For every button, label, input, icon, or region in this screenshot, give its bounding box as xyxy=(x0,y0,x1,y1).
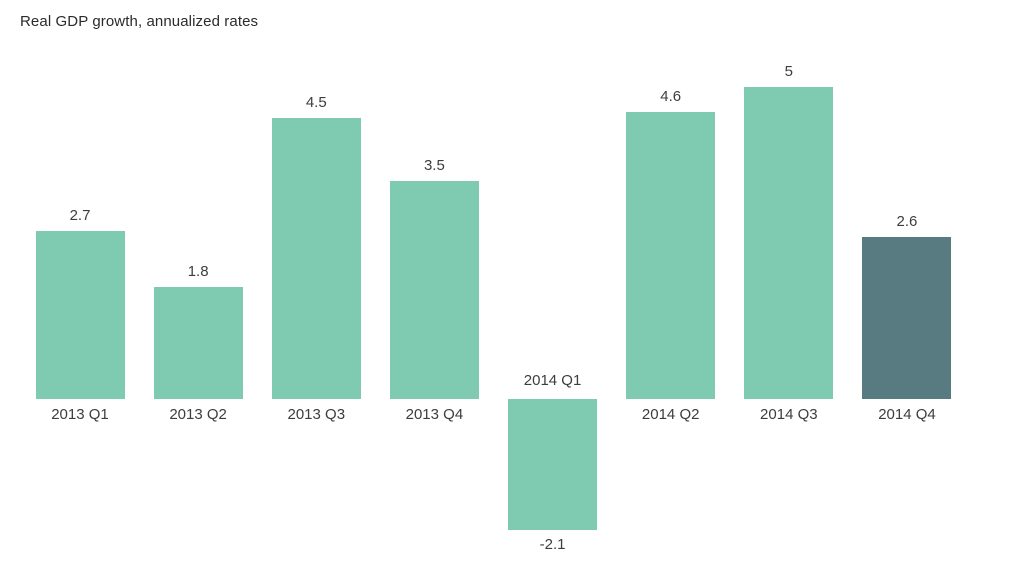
value-label-2013-q1: 2.7 xyxy=(69,206,91,224)
bar-2014-q1 xyxy=(508,399,598,531)
category-label-2013-q3: 2013 Q3 xyxy=(287,406,346,423)
bar-2013-q1 xyxy=(35,230,125,399)
category-label-2014-q1: 2014 Q1 xyxy=(523,372,582,389)
category-label-2013-q2: 2013 Q2 xyxy=(169,406,227,423)
bar-2014-q2 xyxy=(626,111,716,399)
value-label-2013-q2: 1.8 xyxy=(187,262,209,280)
chart-title: Real GDP growth, annualized rates xyxy=(20,13,259,30)
value-label-2013-q4: 3.5 xyxy=(423,156,445,174)
bar-2014-q3 xyxy=(744,87,834,399)
value-label-2014-q3: 5 xyxy=(784,63,793,80)
category-label-2014-q2: 2014 Q2 xyxy=(641,406,700,423)
bar-2014-q4 xyxy=(862,236,952,399)
category-label-2014-q3: 2014 Q3 xyxy=(760,406,818,423)
value-label-2014-q1: -2.1 xyxy=(539,536,566,554)
value-label-2014-q4: 2.6 xyxy=(896,212,918,230)
value-label-2014-q2: 4.6 xyxy=(660,87,682,105)
value-label-2013-q3: 4.5 xyxy=(305,94,327,112)
bar-2013-q4 xyxy=(389,180,479,399)
category-label-2013-q4: 2013 Q4 xyxy=(405,406,464,423)
bar-2013-q3 xyxy=(271,118,361,399)
bar-2013-q2 xyxy=(153,286,243,399)
category-label-2014-q4: 2014 Q4 xyxy=(878,406,936,423)
category-label-2013-q1: 2013 Q1 xyxy=(51,406,109,423)
